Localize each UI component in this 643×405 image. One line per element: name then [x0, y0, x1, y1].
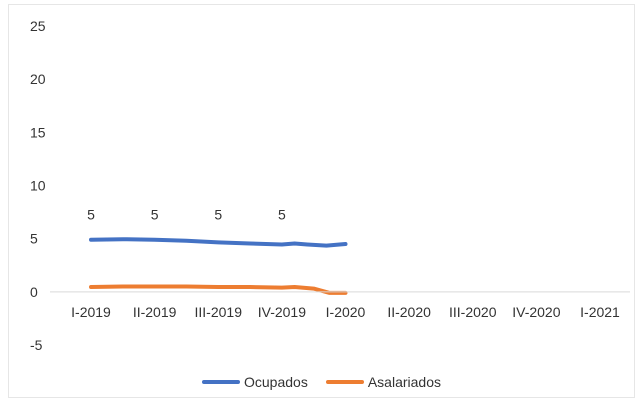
legend-item-ocupados: Ocupados	[202, 374, 308, 390]
x-tick-label: III-2020	[449, 304, 497, 320]
x-tick-label: I-2020	[326, 304, 366, 320]
x-tick-label: IV-2019	[258, 304, 306, 320]
legend-label-ocupados: Ocupados	[244, 374, 308, 390]
y-tick-label: -5	[30, 337, 43, 353]
series-line-ocupados	[89, 237, 348, 248]
x-tick-label: II-2019	[133, 304, 177, 320]
series-line-asalariados	[89, 284, 348, 295]
legend-swatch-asalariados	[325, 380, 364, 384]
x-tick-label: IV-2020	[512, 304, 560, 320]
y-tick-label: 25	[30, 18, 46, 34]
x-tick-label: I-2019	[71, 304, 111, 320]
data-label: 5	[151, 207, 159, 223]
data-label: 5	[87, 207, 95, 223]
legend-item-asalariados: Asalariados	[325, 374, 441, 390]
legend-swatch-ocupados	[202, 380, 240, 384]
chart-frame	[8, 4, 635, 398]
y-tick-label: 20	[30, 71, 46, 87]
y-tick-label: 15	[30, 124, 46, 140]
legend-label-asalariados: Asalariados	[367, 374, 441, 390]
data-label: 5	[214, 207, 222, 223]
x-tick-label: II-2020	[387, 304, 431, 320]
x-tick-label: I-2021	[580, 304, 620, 320]
y-tick-label: 5	[30, 231, 38, 247]
chart-legend: Ocupados Asalariados	[0, 370, 643, 394]
x-tick-label: III-2019	[195, 304, 243, 320]
data-label: 5	[278, 207, 286, 223]
y-tick-label: 10	[30, 178, 46, 194]
y-tick-label: 0	[30, 284, 38, 300]
